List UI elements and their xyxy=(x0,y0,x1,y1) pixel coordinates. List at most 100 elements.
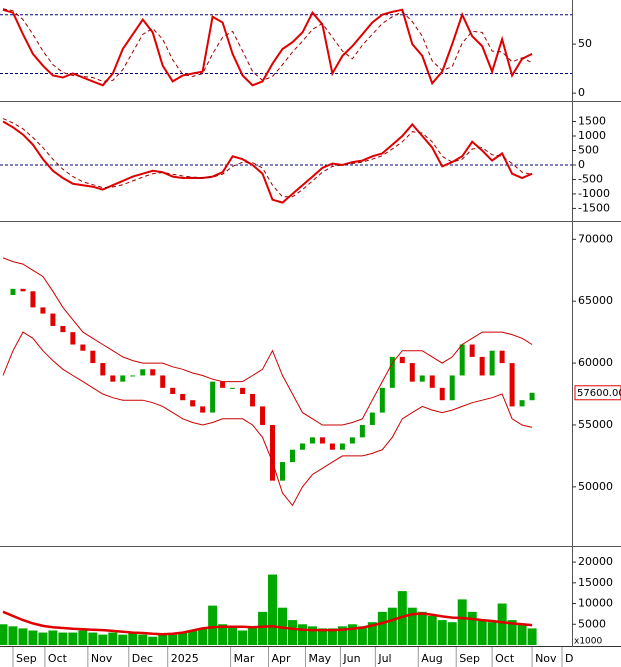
volume-bar xyxy=(98,634,108,645)
candle xyxy=(419,375,425,382)
candle xyxy=(150,369,156,376)
volume-bar xyxy=(218,624,228,645)
candle xyxy=(130,375,136,377)
y-tick-label: -1500 xyxy=(578,201,610,214)
volume-bar xyxy=(317,628,327,645)
x-tick-label: Oct xyxy=(48,652,68,665)
candle xyxy=(90,350,96,364)
series-line xyxy=(2,118,533,198)
volume-bar xyxy=(88,632,98,645)
volume-bar xyxy=(527,628,537,645)
candle xyxy=(459,344,465,376)
candle xyxy=(110,375,116,382)
series-line xyxy=(2,257,533,426)
volume-bar xyxy=(198,628,208,645)
candle xyxy=(270,424,276,481)
x-tick-label: Nov xyxy=(91,652,113,665)
candle xyxy=(439,387,445,401)
volume-bar xyxy=(347,624,357,645)
volume-bar xyxy=(58,632,68,645)
y-tick-label: 1500 xyxy=(578,115,606,128)
price-tag: 57600.00 xyxy=(577,388,621,399)
volume-bar xyxy=(337,626,347,645)
y-tick-label: 5000 xyxy=(578,617,606,630)
volume-bar xyxy=(517,624,527,645)
y-tick-label: 10000 xyxy=(578,597,613,610)
candle xyxy=(260,406,266,425)
candle xyxy=(120,375,126,382)
volume-bar xyxy=(497,603,507,645)
candle xyxy=(509,363,515,407)
volume-bar xyxy=(48,630,58,645)
volume-bar xyxy=(447,622,457,645)
candle xyxy=(190,400,196,407)
candle xyxy=(220,381,226,388)
volume-bar xyxy=(487,622,497,645)
y-tick-label: 0 xyxy=(578,86,585,99)
volume-bar xyxy=(208,605,218,645)
candle xyxy=(50,313,56,326)
volume-bar xyxy=(417,611,427,645)
volume-bar xyxy=(457,599,467,645)
candle xyxy=(469,344,475,357)
candle xyxy=(140,369,146,376)
volume-bar xyxy=(138,634,148,645)
candle xyxy=(299,443,305,450)
candle xyxy=(170,387,176,395)
x-tick-label: Apr xyxy=(272,652,292,665)
y-tick-label: 55000 xyxy=(578,418,613,431)
candle xyxy=(409,363,415,382)
candle xyxy=(519,400,525,407)
x-tick-label: D xyxy=(565,652,573,665)
series-line xyxy=(2,8,533,82)
series-line xyxy=(2,120,533,204)
candle xyxy=(319,437,325,444)
candle xyxy=(349,437,355,444)
candle xyxy=(100,363,106,376)
volume-bar xyxy=(158,634,168,645)
x-tick-label: May xyxy=(308,652,331,665)
candle xyxy=(240,387,246,395)
volume-bar xyxy=(78,630,88,645)
y-tick-label: 60000 xyxy=(578,356,613,369)
volume-bar xyxy=(188,630,198,645)
candle xyxy=(309,437,315,444)
volume-bar xyxy=(228,626,238,645)
x-tick-label: Oct xyxy=(495,652,515,665)
price-tag-box xyxy=(574,385,621,401)
candle xyxy=(210,381,216,413)
candle xyxy=(449,375,455,401)
volume-bar xyxy=(28,630,38,645)
volume-bar xyxy=(8,626,18,645)
y-tick-label: 70000 xyxy=(578,232,613,245)
x-tick-label: Jun xyxy=(342,652,360,665)
volume-bar xyxy=(407,607,417,645)
volume-bar xyxy=(248,626,258,645)
volume-bar xyxy=(168,634,178,645)
candle xyxy=(529,392,535,401)
volume-bar xyxy=(427,615,437,645)
y-tick-label: 15000 xyxy=(578,576,613,589)
x-tick-label: Sep xyxy=(16,652,37,665)
y-tick-label: 0 xyxy=(578,158,585,171)
candle xyxy=(369,412,375,425)
candle xyxy=(499,350,505,364)
x-tick-label: Mar xyxy=(234,652,255,665)
candle xyxy=(339,443,345,450)
x-tick-label: Nov xyxy=(535,652,557,665)
volume-bar xyxy=(477,620,487,645)
volume-bar xyxy=(507,620,517,645)
series-line xyxy=(2,8,533,87)
candle xyxy=(389,356,395,388)
volume-bar xyxy=(387,607,397,645)
candle xyxy=(10,288,16,296)
candle xyxy=(250,394,256,407)
y-tick-label: 500 xyxy=(578,143,599,156)
y-tick-label: 65000 xyxy=(578,294,613,307)
volume-bar xyxy=(68,632,78,645)
candle xyxy=(230,387,236,389)
candle xyxy=(200,406,206,413)
x-tick-label: 2025 xyxy=(171,652,199,665)
candle xyxy=(359,424,365,438)
